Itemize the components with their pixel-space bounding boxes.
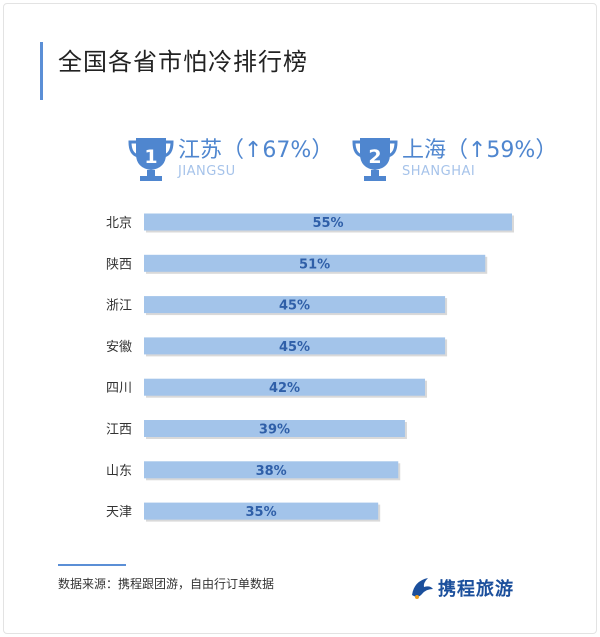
rank-pinyin: JIANGSU — [178, 164, 236, 179]
trophy-icon: 1 — [128, 138, 174, 181]
bar — [144, 378, 426, 396]
bar-value-label: 39% — [259, 423, 290, 438]
category-label: 浙江 — [106, 299, 132, 314]
rank-label: 上海（↑59%） — [402, 138, 558, 163]
bar — [144, 296, 446, 314]
footer-divider — [58, 564, 126, 566]
card-frame — [3, 3, 597, 634]
rank-first: 1 江苏（↑67%） JIANGSU — [128, 132, 358, 192]
bar-value-label: 45% — [279, 340, 310, 355]
bar — [144, 254, 486, 272]
data-source: 数据来源：携程跟团游，自由行订单数据 — [58, 577, 275, 591]
bar — [144, 502, 379, 520]
title-accent-bar — [40, 42, 43, 100]
rank-number: 1 — [144, 146, 157, 168]
bar-value-label: 55% — [312, 216, 343, 231]
bar-value-label: 51% — [299, 257, 330, 272]
category-label: 江西 — [106, 423, 132, 438]
category-label: 北京 — [106, 216, 132, 231]
bar — [144, 461, 399, 479]
bar-value-label: 42% — [269, 381, 300, 396]
bar — [144, 337, 446, 355]
bar — [144, 213, 512, 231]
bar — [144, 420, 405, 437]
page-title: 全国各省市怕冷排行榜 — [58, 48, 308, 76]
category-label: 天津 — [106, 505, 132, 520]
trophy-icon: 2 — [352, 138, 398, 181]
rank-label: 江苏（↑67%） — [178, 138, 334, 163]
brand-name: 携程旅游 — [438, 579, 514, 600]
bar-value-label: 35% — [246, 505, 277, 520]
category-label: 安徽 — [106, 340, 132, 355]
category-label: 陕西 — [106, 257, 132, 272]
bar-value-label: 38% — [256, 464, 287, 479]
category-label: 四川 — [106, 381, 132, 396]
rank-number: 2 — [368, 146, 381, 168]
category-label: 山东 — [106, 464, 132, 479]
bar-chart: 北京 55% 陕西 51% 浙江 45% 安徽 45% 四川 42% 江西 39% 山东 38% 天津 35% — [106, 213, 514, 522]
rank-pinyin: SHANGHAI — [402, 164, 476, 179]
bar-value-label: 45% — [279, 299, 310, 314]
rank-second: 2 上海（↑59%） SHANGHAI — [352, 132, 587, 192]
dolphin-icon — [412, 578, 433, 599]
